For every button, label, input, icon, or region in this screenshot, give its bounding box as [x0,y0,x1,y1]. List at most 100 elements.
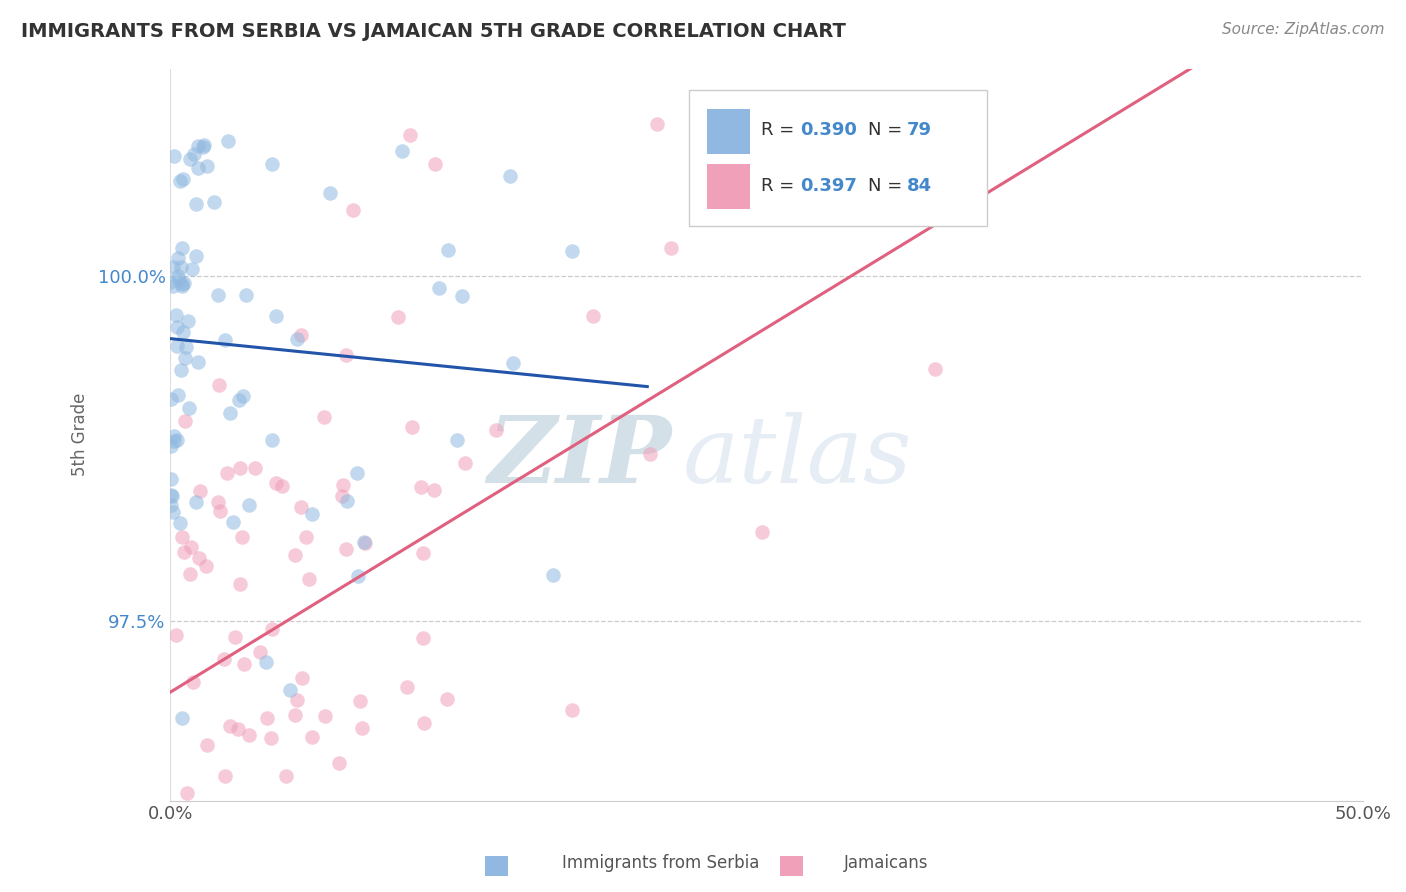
Point [811,128,834,142]
Text: ZIP: ZIP [486,411,671,501]
Point [214,333,236,347]
Point [645,117,668,131]
Point [173,545,195,559]
Point [214,769,236,783]
Point [195,738,218,752]
Point [446,433,468,447]
Point [454,456,477,470]
Point [224,630,246,644]
Text: 0.390: 0.390 [800,121,856,139]
Point [166,320,188,334]
Point [231,530,253,544]
Point [172,325,194,339]
Point [187,355,209,369]
Point [195,159,218,173]
Point [166,433,188,447]
Text: 79: 79 [907,121,932,139]
Point [412,546,434,560]
Point [391,145,413,159]
Point [174,340,197,354]
Point [284,707,307,722]
Point [162,505,184,519]
Point [271,479,294,493]
Point [215,467,238,481]
Point [170,241,193,255]
Point [260,731,283,745]
Point [387,310,409,324]
Point [499,169,522,183]
Point [924,362,946,376]
Y-axis label: 5th Grade: 5th Grade [72,392,89,476]
Point [229,577,252,591]
Point [423,157,446,171]
Point [172,711,194,725]
Point [181,674,204,689]
Point [160,488,183,502]
Point [959,145,981,159]
Point [256,710,278,724]
Point [260,157,283,171]
Point [209,504,232,518]
Point [238,498,260,512]
Point [264,475,287,490]
Point [228,393,250,408]
Point [166,339,188,353]
Point [219,406,242,420]
Text: Immigrants from Serbia: Immigrants from Serbia [562,855,759,872]
Point [560,244,582,259]
Point [222,515,245,529]
Point [235,288,257,302]
Point [188,551,211,566]
FancyBboxPatch shape [689,90,987,226]
Point [167,388,190,402]
Point [336,494,359,508]
Point [285,332,308,346]
Point [278,683,301,698]
FancyBboxPatch shape [707,164,749,209]
Point [335,348,357,362]
Point [169,174,191,188]
Point [502,355,524,369]
Point [291,671,314,685]
Point [301,730,323,744]
Point [429,281,451,295]
Point [160,392,183,407]
Point [260,433,283,447]
Point [184,196,207,211]
Point [290,500,312,515]
Point [172,278,194,293]
Text: R =: R = [761,121,800,139]
Text: N =: N = [868,121,903,139]
Point [188,483,211,498]
Point [184,249,207,263]
Point [335,541,357,556]
Point [204,195,226,210]
Point [160,489,183,503]
Text: Source: ZipAtlas.com: Source: ZipAtlas.com [1222,22,1385,37]
Point [349,694,371,708]
Point [179,153,201,167]
Point [298,572,321,586]
Point [238,728,260,742]
Point [332,477,354,491]
Point [163,434,186,448]
FancyBboxPatch shape [707,109,749,154]
Point [217,134,239,148]
Text: IMMIGRANTS FROM SERBIA VS JAMAICAN 5TH GRADE CORRELATION CHART: IMMIGRANTS FROM SERBIA VS JAMAICAN 5TH G… [21,22,846,41]
Point [233,657,256,671]
Point [264,309,287,323]
Point [166,251,188,265]
Point [193,138,215,153]
Point [243,460,266,475]
Point [352,721,374,735]
Point [346,569,368,583]
Point [485,423,508,437]
Point [174,351,197,365]
Point [396,680,419,694]
Point [167,269,190,284]
Point [160,472,183,486]
Point [179,401,201,415]
Point [274,769,297,783]
Point [160,439,183,453]
Point [180,540,202,554]
